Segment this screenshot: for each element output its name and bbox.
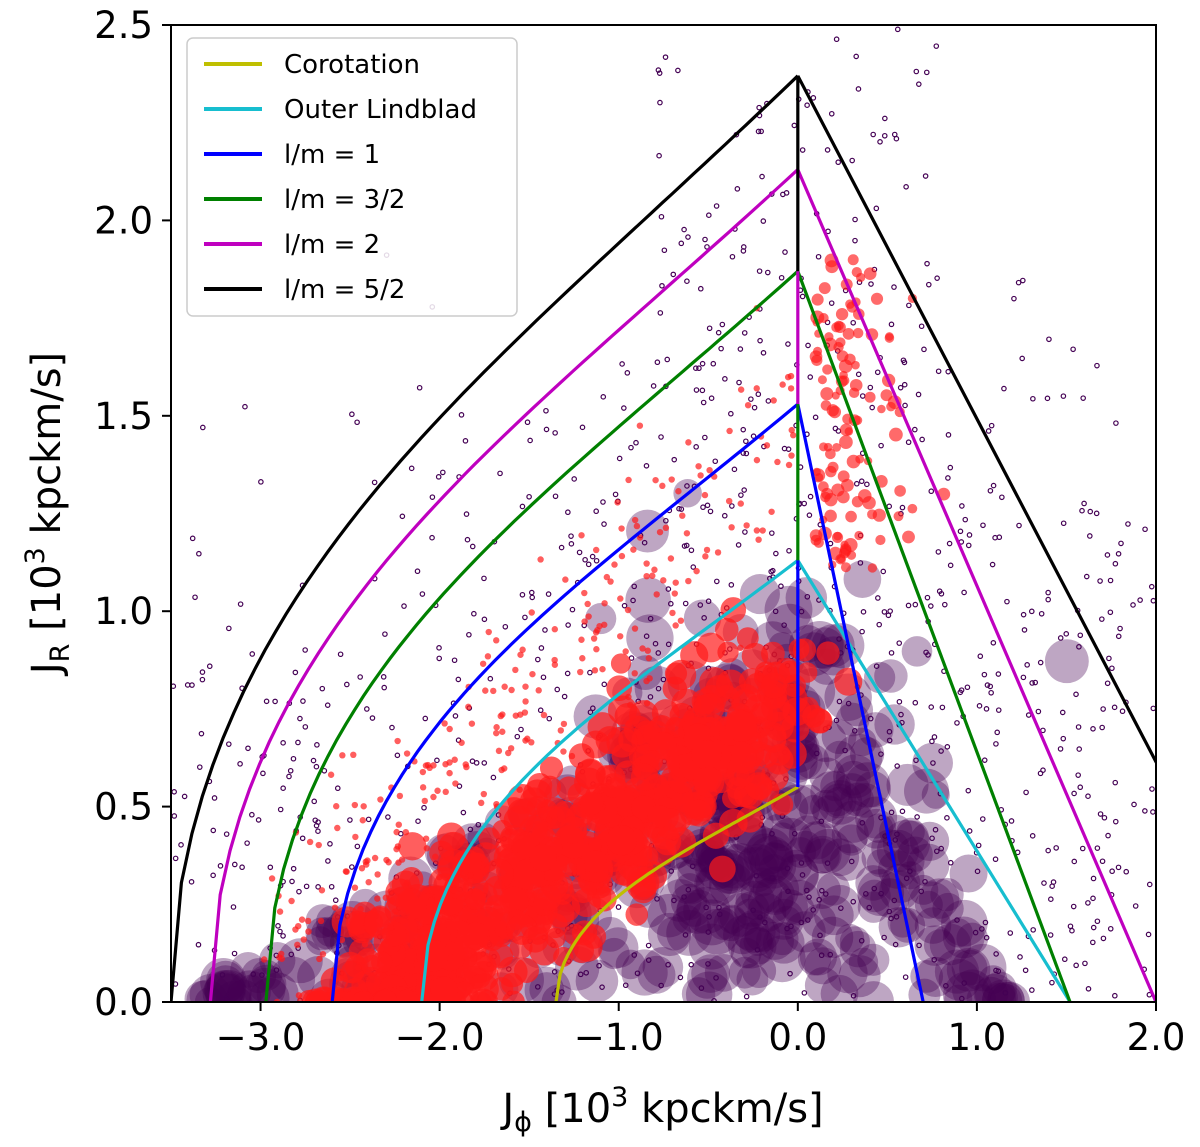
- x-tick-label: −1.0: [574, 1016, 664, 1059]
- legend-label: l/m = 2: [284, 230, 380, 260]
- x-tick-label: −3.0: [216, 1016, 306, 1059]
- resonance-curve-l-m-5-2: [171, 74, 1156, 1002]
- legend-box: [186, 37, 518, 317]
- x-axis-label: Jϕ [103 kpckm/s]: [499, 1082, 823, 1138]
- legend-item: l/m = 5/2: [204, 275, 405, 305]
- legend-item: Corotation: [204, 50, 420, 80]
- legend-item: l/m = 3/2: [204, 185, 405, 215]
- x-tick-label: 0.0: [768, 1016, 827, 1059]
- legend-label: l/m = 1: [284, 140, 380, 170]
- y-tick-label: 0.5: [94, 786, 153, 829]
- y-tick-label: 2.5: [94, 4, 153, 47]
- y-tick-label: 0.0: [94, 981, 153, 1024]
- resonance-curve-l-m-1: [330, 402, 925, 1002]
- axis-ticks: −3.0 −2.0 −1.0 0.0 1.0 2.0 0.0 0.5 1.0 1.5 2.0 2.5: [94, 4, 1185, 1059]
- y-tick-label: 1.5: [94, 395, 153, 438]
- y-tick-label: 1.0: [94, 590, 153, 633]
- y-tick-label: 2.0: [94, 199, 153, 242]
- legend-label: l/m = 5/2: [284, 275, 405, 305]
- resonance-curve-outer-lindblad: [420, 559, 1072, 1002]
- legend: Corotation Outer Lindblad l/m = 1 l/m = 3/2…: [186, 37, 518, 317]
- plot-frame: [170, 24, 1157, 1003]
- legend-label: Corotation: [284, 50, 420, 80]
- resonance-lines: [171, 74, 1156, 1002]
- legend-item: l/m = 1: [204, 140, 380, 170]
- x-tick-label: 1.0: [947, 1016, 1006, 1059]
- resonance-curve-l-m-2: [208, 168, 1156, 1002]
- legend-item: Outer Lindblad: [204, 95, 477, 125]
- y-axis-label: JR [103 kpckm/s]: [20, 352, 76, 677]
- particle-cloud-resonant: [297, 597, 863, 1002]
- legend-label: Outer Lindblad: [284, 95, 477, 125]
- legend-label: l/m = 3/2: [284, 185, 405, 215]
- x-tick-label: −2.0: [395, 1016, 485, 1059]
- x-tick-label: 2.0: [1127, 1016, 1186, 1059]
- legend-item: l/m = 2: [204, 230, 380, 260]
- resonance-curve-l-m-3-2: [264, 270, 1072, 1002]
- resonance-curve-corotation: [554, 785, 799, 1002]
